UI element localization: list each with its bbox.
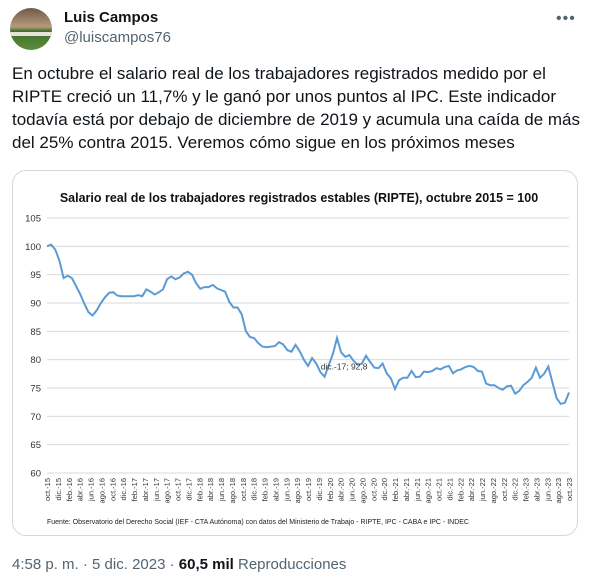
y-tick-label: 90 — [30, 299, 41, 310]
y-tick-label: 80 — [30, 355, 41, 366]
meta-separator: · — [169, 556, 175, 573]
x-tick-label: dic.-20 — [380, 478, 389, 501]
x-tick-label: ago.-17 — [163, 478, 172, 503]
x-tick-label: ago.-16 — [97, 478, 106, 503]
x-tick-label: oct.-17 — [174, 478, 183, 501]
x-tick-label: oct.-20 — [369, 478, 378, 501]
x-tick-label: dic.-21 — [445, 478, 454, 501]
x-tick-label: oct.-21 — [435, 478, 444, 501]
x-tick-label: oct.-16 — [108, 478, 117, 501]
x-tick-label: feb.-19 — [261, 478, 270, 501]
x-tick-label: abr.-20 — [337, 478, 346, 501]
x-tick-label: feb.-17 — [130, 478, 139, 501]
x-tick-label: jun.-16 — [87, 478, 96, 502]
x-tick-label: ago.-18 — [228, 478, 237, 503]
chart-image[interactable]: Salario real de los trabajadores registr… — [12, 170, 578, 536]
x-tick-label: feb.-18 — [195, 478, 204, 501]
views-label: Reproducciones — [238, 556, 347, 573]
ripte-line-chart: Salario real de los trabajadores registr… — [25, 191, 574, 526]
x-tick-label: oct.-15 — [43, 478, 52, 501]
y-tick-label: 100 — [25, 242, 41, 253]
x-tick-label: abr.-18 — [206, 478, 215, 501]
x-tick-label: oct.-18 — [239, 478, 248, 501]
x-tick-label: oct.-22 — [500, 478, 509, 501]
y-tick-label: 105 — [25, 214, 41, 225]
chart-source: Fuente: Observatorio del Derecho Social … — [47, 519, 469, 526]
author-handle[interactable]: @luiscampos76 — [64, 29, 171, 46]
x-tick-label: dic.-17 — [184, 478, 193, 501]
x-tick-label: jun.-22 — [478, 478, 487, 502]
x-tick-label: ago.-21 — [424, 478, 433, 503]
y-tick-label: 65 — [30, 440, 41, 451]
x-tick-label: abr.-21 — [402, 478, 411, 501]
x-tick-label: jun.-18 — [217, 478, 226, 502]
x-tick-label: abr.-23 — [532, 478, 541, 501]
data-label: dic.-17; 92,8 — [321, 361, 368, 371]
x-tick-label: ago.-19 — [293, 478, 302, 503]
x-tick-label: feb.-20 — [326, 478, 335, 501]
x-tick-label: jun.-23 — [543, 478, 552, 502]
x-tick-label: feb.-22 — [456, 478, 465, 501]
x-tick-label: oct.-23 — [565, 478, 574, 501]
tweet-text: En octubre el salario real de los trabaj… — [12, 64, 580, 152]
chart-title: Salario real de los trabajadores registr… — [60, 191, 538, 205]
x-tick-label: abr.-22 — [467, 478, 476, 501]
avatar-stripe — [10, 32, 52, 36]
x-tick-label: feb.-21 — [391, 478, 400, 501]
x-tick-label: feb.-16 — [65, 478, 74, 501]
meta-separator: · — [82, 556, 88, 573]
x-tick-label: ago.-22 — [489, 478, 498, 503]
author-name[interactable]: Luis Campos — [64, 9, 159, 26]
x-tick-label: feb.-23 — [522, 478, 531, 501]
y-tick-label: 70 — [30, 412, 41, 423]
x-tick-label: abr.-17 — [141, 478, 150, 501]
x-tick-label: jun.-20 — [348, 478, 357, 502]
x-tick-label: dic.-19 — [315, 478, 324, 501]
x-tick-label: jun.-21 — [413, 478, 422, 502]
x-tick-label: dic.-16 — [119, 478, 128, 501]
series-line — [46, 243, 570, 406]
more-horizontal-icon[interactable]: ••• — [556, 10, 576, 27]
y-tick-label: 85 — [30, 327, 41, 338]
views-count: 60,5 mil — [178, 556, 234, 573]
x-tick-label: jun.-17 — [152, 478, 161, 502]
x-tick-label: oct.-19 — [304, 478, 313, 501]
avatar[interactable] — [10, 8, 52, 50]
x-tick-label: ago.-23 — [554, 478, 563, 503]
tweet-date[interactable]: 5 dic. 2023 — [92, 556, 166, 573]
x-tick-label: abr.-19 — [271, 478, 280, 501]
x-tick-label: abr.-16 — [76, 478, 85, 501]
x-tick-label: ago.-20 — [358, 478, 367, 503]
x-tick-label: jun.-19 — [282, 478, 291, 502]
y-tick-label: 75 — [30, 384, 41, 395]
y-tick-label: 60 — [30, 469, 41, 480]
y-tick-label: 95 — [30, 270, 41, 281]
tweet-time[interactable]: 4:58 p. m. — [12, 556, 79, 573]
x-tick-label: dic.-18 — [250, 478, 259, 501]
tweet-meta: 4:58 p. m. · 5 dic. 2023 · 60,5 mil Repr… — [12, 556, 346, 573]
x-tick-label: dic.-22 — [511, 478, 520, 501]
x-tick-label: dic.-15 — [54, 478, 63, 501]
